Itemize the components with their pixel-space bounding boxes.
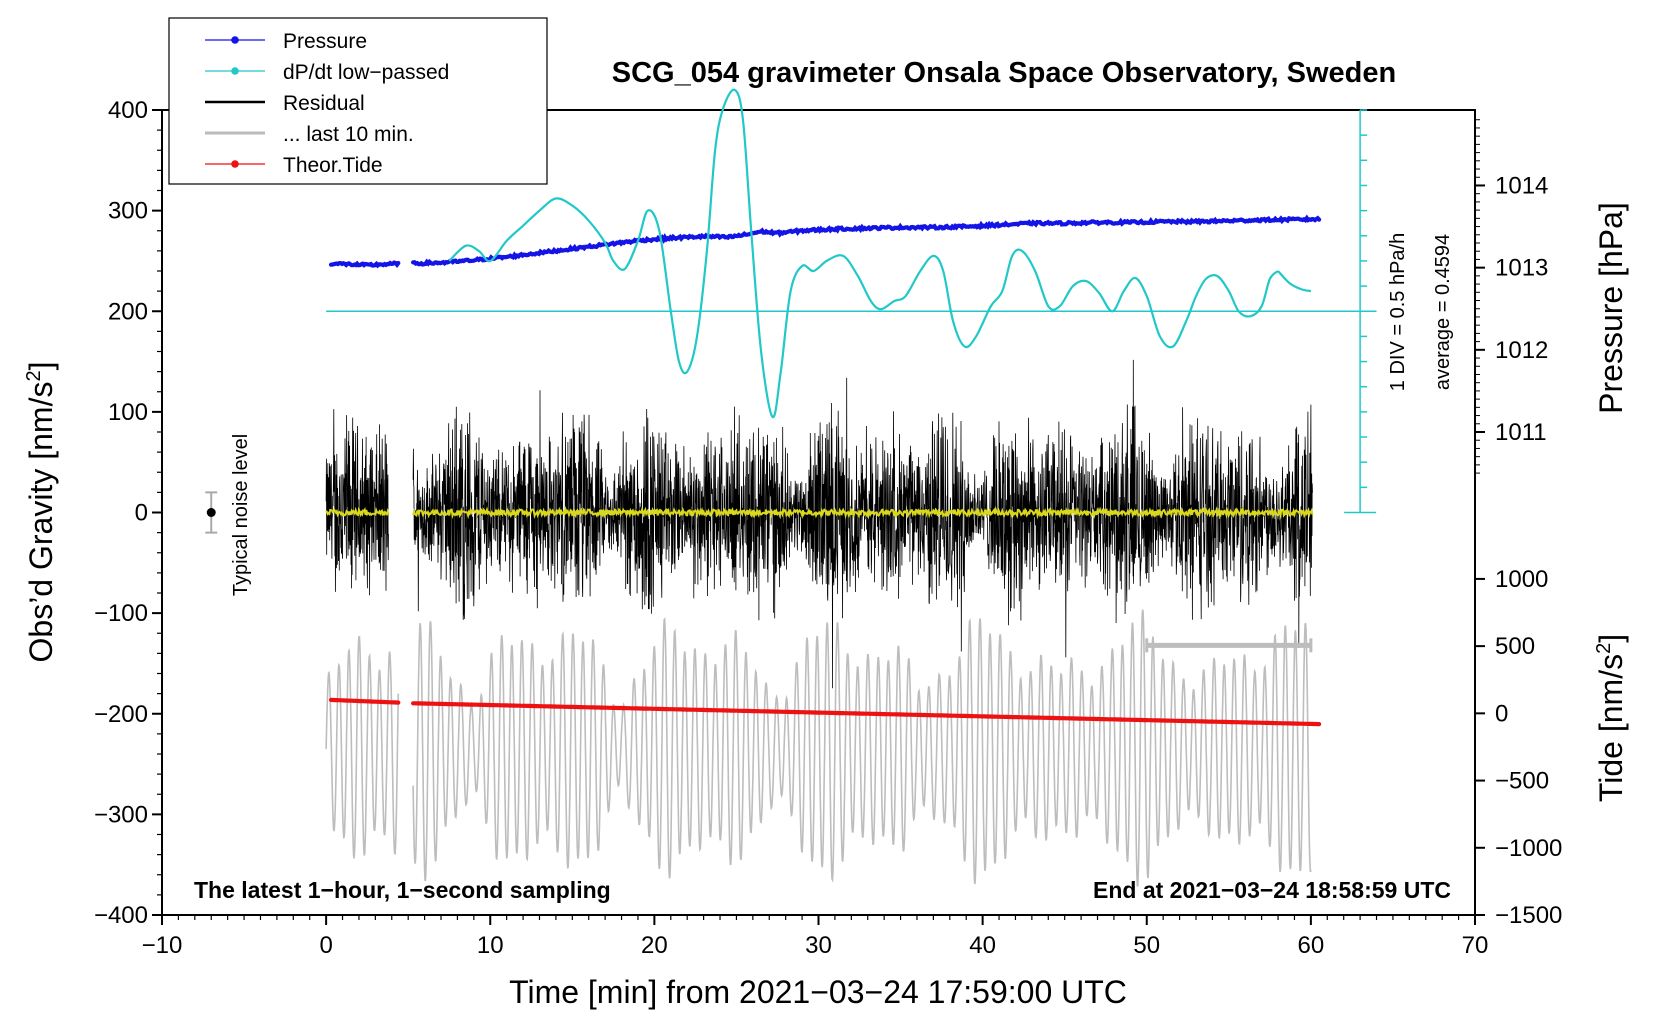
theor-tide-line-segment-1 [328, 697, 401, 705]
legend-label-3: ... last 10 min. [283, 123, 414, 146]
y-tick-label-left: −300 [94, 801, 148, 828]
x-tick-label: 20 [641, 932, 668, 959]
y-tick-label-left: 300 [108, 198, 148, 225]
last-10-min-trace-segment-1 [325, 635, 400, 859]
legend-label-1: dP/dt low−passed [283, 61, 449, 84]
tide-tick-label: −500 [1495, 768, 1549, 795]
y-axis-title-pressure: Pressure [hPa] [1593, 202, 1629, 414]
pressure-tick-label: 1013 [1495, 255, 1548, 282]
legend-marker-4 [231, 160, 239, 168]
dpdt-average-label: average = 0.4594 [1432, 234, 1454, 390]
residual-trace-segment-2 [412, 359, 1313, 689]
chart-title: SCG_054 gravimeter Onsala Space Observat… [612, 57, 1396, 89]
y-tick-label-left: −100 [94, 600, 148, 627]
y-tick-label-left: 400 [108, 97, 148, 124]
residual-layer [325, 359, 1313, 689]
theor-tide-line-segment-2 [411, 701, 1322, 727]
residual-smooth-segment-2 [412, 505, 1314, 520]
series-layer [328, 88, 1322, 727]
noise-level-label: Typical noise level [230, 434, 252, 596]
pressure-line-segment-2 [411, 214, 1322, 267]
tide-tick-label: 1000 [1495, 566, 1548, 593]
x-tick-label: 0 [319, 932, 332, 959]
y-axis-title-tide: Tide [nm/s2] [1593, 634, 1629, 802]
legend-label-0: Pressure [283, 30, 367, 53]
pressure-tick-label: 1012 [1495, 337, 1548, 364]
legend-marker-0 [231, 36, 239, 44]
pressure-tick-label: 1011 [1495, 419, 1547, 446]
dpdt-scale-layer [326, 109, 1377, 514]
tide-tick-label: −1000 [1495, 835, 1562, 862]
x-tick-label: 40 [969, 932, 996, 959]
y-tick-label-left: 100 [108, 399, 148, 426]
dpdt-line-segment-2 [1277, 270, 1312, 293]
pressure-tick-label: 1014 [1495, 172, 1548, 199]
x-axis-title: Time [min] from 2021−03−24 17:59:00 UTC [509, 974, 1127, 1010]
x-tick-label: 30 [805, 932, 832, 959]
tide-tick-label: 500 [1495, 633, 1535, 660]
noise-point [206, 508, 216, 517]
tide-tick-label: 0 [1495, 700, 1508, 727]
residual-smooth-layer [325, 505, 1314, 520]
last-10-min-trace-segment-2 [412, 609, 1312, 887]
dpdt-line-segment-1 [448, 88, 1279, 419]
pressure-line-segment-1 [328, 260, 401, 269]
y-tick-label-left: 0 [135, 500, 148, 527]
x-tick-label: 70 [1462, 932, 1489, 959]
tide-tick-label: −1500 [1495, 902, 1562, 929]
legend-label-4: Theor.Tide [283, 154, 383, 177]
y-tick-label-left: −400 [94, 902, 148, 929]
axes-layer: −10 0 10 20 30 40 50 60 704003002001000−100−200−… [94, 97, 1562, 959]
x-tick-label: 50 [1133, 932, 1160, 959]
legend: Pressure dP/dt low−passed Residual ... last… [168, 17, 548, 185]
y-tick-label-left: −200 [94, 701, 148, 728]
dpdt-div-label: 1 DIV = 0.5 hPa/h [1387, 233, 1409, 391]
x-tick-label: 60 [1298, 932, 1325, 959]
legend-marker-1 [231, 67, 239, 75]
noise-level-marker [205, 491, 218, 534]
legend-label-2: Residual [283, 92, 365, 115]
x-tick-label: 10 [477, 932, 504, 959]
last-10-min-tide-layer [325, 609, 1312, 887]
annotation-end-time: End at 2021−03−24 18:58:59 UTC [1093, 877, 1451, 903]
residual-smooth-segment-1 [325, 506, 390, 518]
y-axis-title-left: Obs’d Gravity [nm/s2] [23, 362, 59, 663]
y-tick-label-left: 200 [108, 298, 148, 325]
annotation-sampling: The latest 1−hour, 1−second sampling [194, 877, 611, 903]
residual-trace-segment-1 [325, 409, 389, 596]
x-tick-label: −10 [142, 932, 183, 959]
